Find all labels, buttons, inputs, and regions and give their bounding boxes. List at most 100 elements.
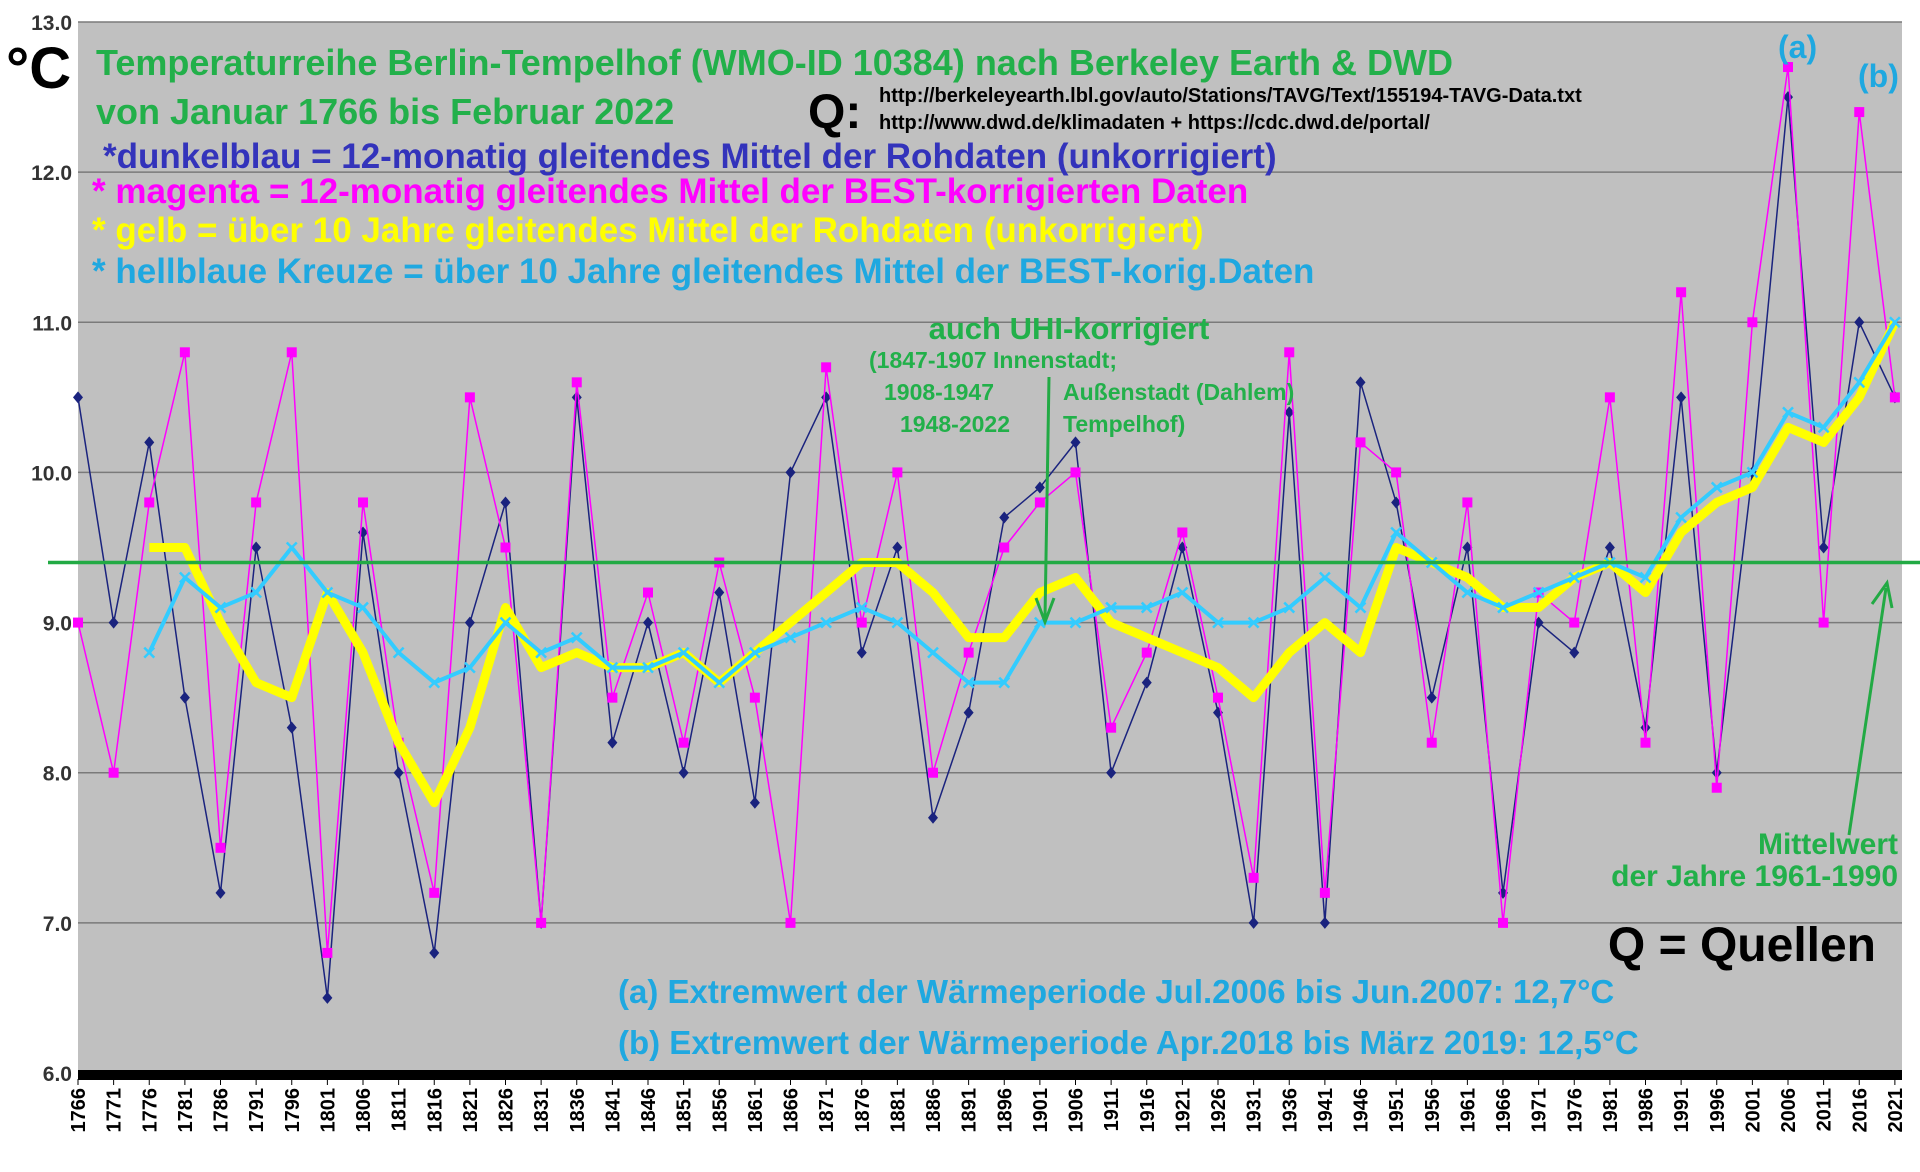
data-point	[1604, 541, 1615, 554]
data-point	[1318, 571, 1331, 584]
y-tick-label: 6.0	[43, 1063, 72, 1086]
data-point	[1355, 437, 1366, 448]
x-tick-label: 1771	[104, 1088, 126, 1133]
y-tick-label: 12.0	[31, 162, 72, 185]
x-tick-label: 1866	[781, 1088, 803, 1133]
data-point	[144, 436, 155, 449]
data-point	[998, 676, 1011, 689]
data-point	[748, 646, 761, 659]
data-point	[1248, 916, 1259, 929]
data-point	[1711, 766, 1722, 779]
data-point	[286, 347, 297, 358]
chart-title: Temperaturreihe Berlin-Tempelhof (WMO-ID…	[96, 42, 1453, 83]
data-point	[108, 767, 119, 778]
legend-entry: *dunkelblau = 12-monatig gleitendes Mitt…	[103, 137, 1277, 176]
annotation: auch UHI-korrigiert	[929, 311, 1210, 346]
data-point	[1746, 466, 1759, 479]
data-point	[963, 706, 974, 719]
annotation: (a) Extremwert der Wärmeperiode Jul.2006…	[618, 973, 1614, 1010]
annotation: Q:	[808, 86, 861, 139]
data-point	[1497, 601, 1509, 614]
series-line	[77, 96, 1896, 999]
x-tick-label: 1896	[994, 1088, 1016, 1133]
x-tick-label: 1836	[567, 1088, 589, 1133]
data-point	[358, 497, 368, 508]
annotation: Außenstadt (Dahlem)	[1063, 379, 1294, 405]
data-point	[607, 692, 618, 703]
data-point	[1034, 497, 1045, 508]
data-point	[999, 542, 1010, 553]
plot-background	[78, 22, 1902, 1073]
x-tick-label: 1961	[1457, 1088, 1479, 1133]
data-point	[963, 647, 974, 658]
data-point	[1355, 376, 1366, 389]
data-point	[1213, 692, 1223, 703]
x-tick-label: 1821	[460, 1088, 482, 1133]
data-point	[1141, 676, 1152, 689]
data-point	[1106, 722, 1117, 733]
data-point	[785, 466, 796, 479]
data-point	[642, 661, 654, 674]
x-tick-label: 1986	[1636, 1088, 1658, 1133]
x-tick-label: 1831	[531, 1088, 553, 1133]
data-point	[855, 601, 868, 614]
data-point	[1817, 421, 1830, 434]
x-tick-label: 1801	[317, 1088, 339, 1133]
data-point	[820, 616, 833, 629]
data-point	[143, 646, 156, 659]
data-point	[785, 917, 796, 928]
data-point	[1498, 917, 1508, 928]
data-point	[928, 767, 938, 778]
annotation: (b) Extremwert der Wärmeperiode Apr.2018…	[618, 1024, 1639, 1061]
x-tick-label: 1886	[923, 1088, 945, 1133]
data-point	[749, 796, 760, 809]
x-tick-label: 1861	[745, 1088, 767, 1133]
x-tick-label: 1781	[175, 1088, 197, 1133]
x-tick-label: 1796	[282, 1088, 304, 1133]
x-tick-label: 1936	[1279, 1088, 1301, 1133]
data-point	[178, 571, 191, 584]
data-point	[108, 616, 119, 629]
data-point	[463, 661, 476, 674]
y-tick-label: 10.0	[31, 462, 72, 485]
data-point	[144, 497, 155, 508]
x-tick-label: 1856	[709, 1088, 731, 1133]
x-tick-label: 1811	[389, 1088, 411, 1131]
x-tick-label: 1826	[496, 1088, 518, 1133]
data-point	[251, 497, 262, 508]
data-point	[1639, 571, 1652, 584]
x-tick-label: 1926	[1208, 1088, 1230, 1133]
data-point	[1747, 317, 1758, 328]
data-point	[571, 377, 582, 388]
data-point	[1676, 391, 1687, 404]
data-point	[1070, 436, 1081, 449]
data-point	[1319, 887, 1330, 898]
data-point	[1390, 526, 1403, 539]
x-tick-label: 1906	[1066, 1088, 1088, 1133]
x-tick-label: 1946	[1351, 1088, 1373, 1133]
annotation: http://berkeleyearth.lbl.gov/auto/Statio…	[879, 85, 1582, 107]
x-tick-label: 1971	[1529, 1088, 1551, 1133]
data-point	[1247, 616, 1260, 629]
data-point	[1212, 616, 1224, 629]
x-tick-label: 1816	[424, 1088, 446, 1133]
data-point	[821, 362, 832, 373]
legend-entry: * magenta = 12-monatig gleitendes Mittel…	[92, 172, 1248, 211]
data-point	[856, 646, 867, 659]
legend-entry: * gelb = über 10 Jahre gleitendes Mittel…	[92, 211, 1203, 250]
data-point	[999, 511, 1010, 524]
data-point	[749, 692, 760, 703]
data-point	[73, 391, 83, 404]
data-point	[357, 601, 369, 614]
data-point	[1426, 691, 1437, 704]
data-point	[1176, 586, 1189, 599]
annotation: 1908-1947	[884, 379, 994, 405]
data-point	[214, 601, 227, 614]
data-point	[1177, 527, 1188, 538]
data-point	[285, 541, 298, 554]
data-point	[1354, 601, 1367, 614]
annotation: (1847-1907 Innenstadt;	[869, 347, 1117, 373]
data-point	[1569, 617, 1580, 628]
annotation: (a)	[1778, 29, 1817, 65]
data-point	[1426, 737, 1437, 748]
